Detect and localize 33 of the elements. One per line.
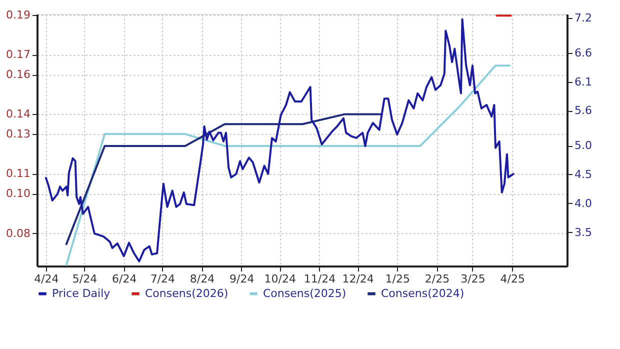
legend-label: Consens(2026) xyxy=(145,286,228,300)
x-tick-label: 12/24 xyxy=(342,272,374,286)
x-tick-label: 6/24 xyxy=(112,272,137,286)
x-tick-label: 8/24 xyxy=(190,272,215,286)
y-tick-label: 0.10 xyxy=(6,187,30,200)
x-tick-label: 7/24 xyxy=(150,272,176,286)
legend-label: Price Daily xyxy=(52,286,111,300)
y2-tick-label: 5.0 xyxy=(574,139,592,152)
y2-tick-label: 4.5 xyxy=(574,168,592,181)
y-tick-label: 0.16 xyxy=(6,68,30,82)
legend-label: Consens(2024) xyxy=(381,286,464,300)
x-tick-label: 2/25 xyxy=(424,272,450,286)
y-tick-label: 0.14 xyxy=(6,108,30,121)
y-tick-label: 0.08 xyxy=(6,226,30,240)
x-tick-label: 1/25 xyxy=(385,272,410,286)
x-tick-label: 9/24 xyxy=(229,272,254,286)
y-tick-label: 0.19 xyxy=(6,8,30,22)
x-tick-label: 10/24 xyxy=(264,272,296,286)
y2-tick-label: 4.0 xyxy=(574,196,592,210)
y2-tick-label: 5.6 xyxy=(574,104,592,118)
y2-tick-label: 6.6 xyxy=(574,46,592,60)
x-tick-label: 4/25 xyxy=(500,272,525,286)
y-tick-label: 0.13 xyxy=(6,128,30,141)
y-tick-label: 0.11 xyxy=(6,167,30,180)
legend-label: Consens(2025) xyxy=(263,286,346,300)
x-tick-label: 4/24 xyxy=(34,272,59,286)
x-tick-label: 11/24 xyxy=(304,272,336,286)
y2-tick-label: 6.1 xyxy=(574,75,592,88)
y-tick-label: 0.17 xyxy=(6,48,30,62)
y2-tick-label: 7.2 xyxy=(574,12,592,25)
x-tick-label: 3/25 xyxy=(460,272,486,286)
x-tick-label: 5/24 xyxy=(72,272,98,286)
y2-tick-label: 3.5 xyxy=(574,226,592,239)
